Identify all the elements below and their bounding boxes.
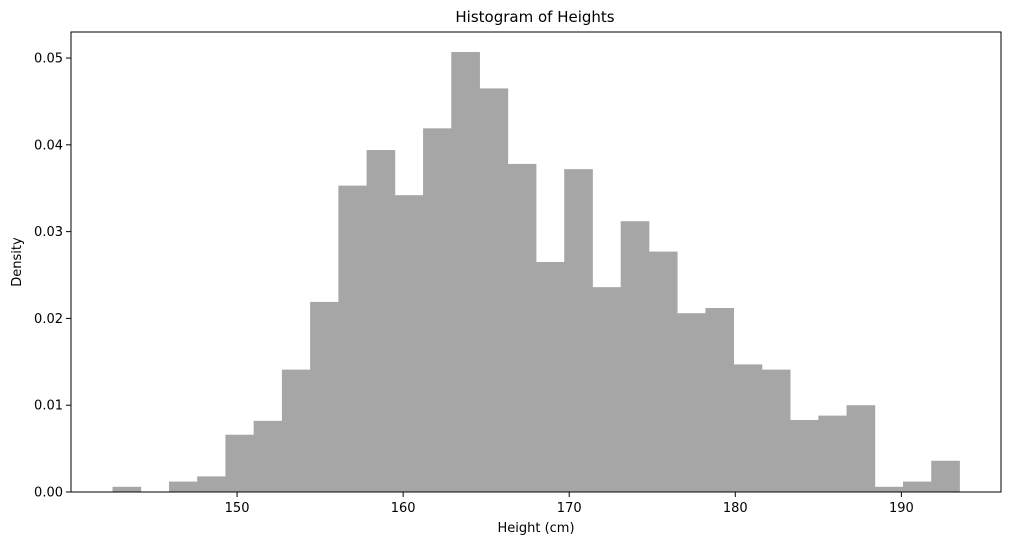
x-tick-label: 170 [557,501,582,516]
histogram-bar [281,369,311,492]
histogram-bar [705,308,735,492]
histogram-bar [310,301,339,492]
histogram-bar [677,313,706,492]
y-tick-label: 0.00 [34,486,63,501]
histogram-bar [564,169,593,492]
y-tick-label: 0.03 [34,225,63,240]
histogram-bar [479,88,509,492]
histogram-bar [507,163,537,492]
histogram-bar [874,486,904,492]
histogram-bar [112,486,142,492]
histogram-bar [168,481,198,492]
histogram-bar [903,481,932,492]
histogram-bar [451,51,480,492]
histogram-bar [338,185,368,493]
histogram-bar [536,262,565,492]
y-axis-ticks: 0.00 0.01 0.02 0.03 0.04 0.05 [34,52,71,501]
plot-frame [70,31,1002,493]
x-tick-label: 190 [889,501,914,516]
histogram-bar [931,460,960,492]
bars-group [112,51,960,493]
histogram-bar [423,128,452,492]
histogram-bar [366,150,396,493]
histogram-bar [225,434,255,492]
histogram-bar [394,195,424,493]
histogram-bar [592,287,622,492]
x-axis-ticks: 150 160 170 180 190 [225,492,914,516]
histogram-bar [761,369,791,492]
histogram-bar [790,419,819,492]
histogram-bar [733,364,763,492]
chart-title: Histogram of Heights [455,8,614,26]
y-tick-label: 0.04 [34,138,63,153]
histogram-bar [818,415,847,492]
histogram-bar [197,476,226,492]
histogram-bar [620,221,650,492]
y-tick-label: 0.05 [34,52,63,67]
histogram-bar [253,420,283,492]
x-tick-label: 160 [391,501,416,516]
histogram-bar [846,405,876,492]
y-tick-label: 0.02 [34,312,63,327]
y-tick-label: 0.01 [34,399,63,414]
y-axis-title: Density [10,237,25,287]
x-tick-label: 180 [723,501,748,516]
histogram-bar [648,251,678,492]
x-tick-label: 150 [225,501,250,516]
x-axis-title: Height (cm) [497,521,574,536]
